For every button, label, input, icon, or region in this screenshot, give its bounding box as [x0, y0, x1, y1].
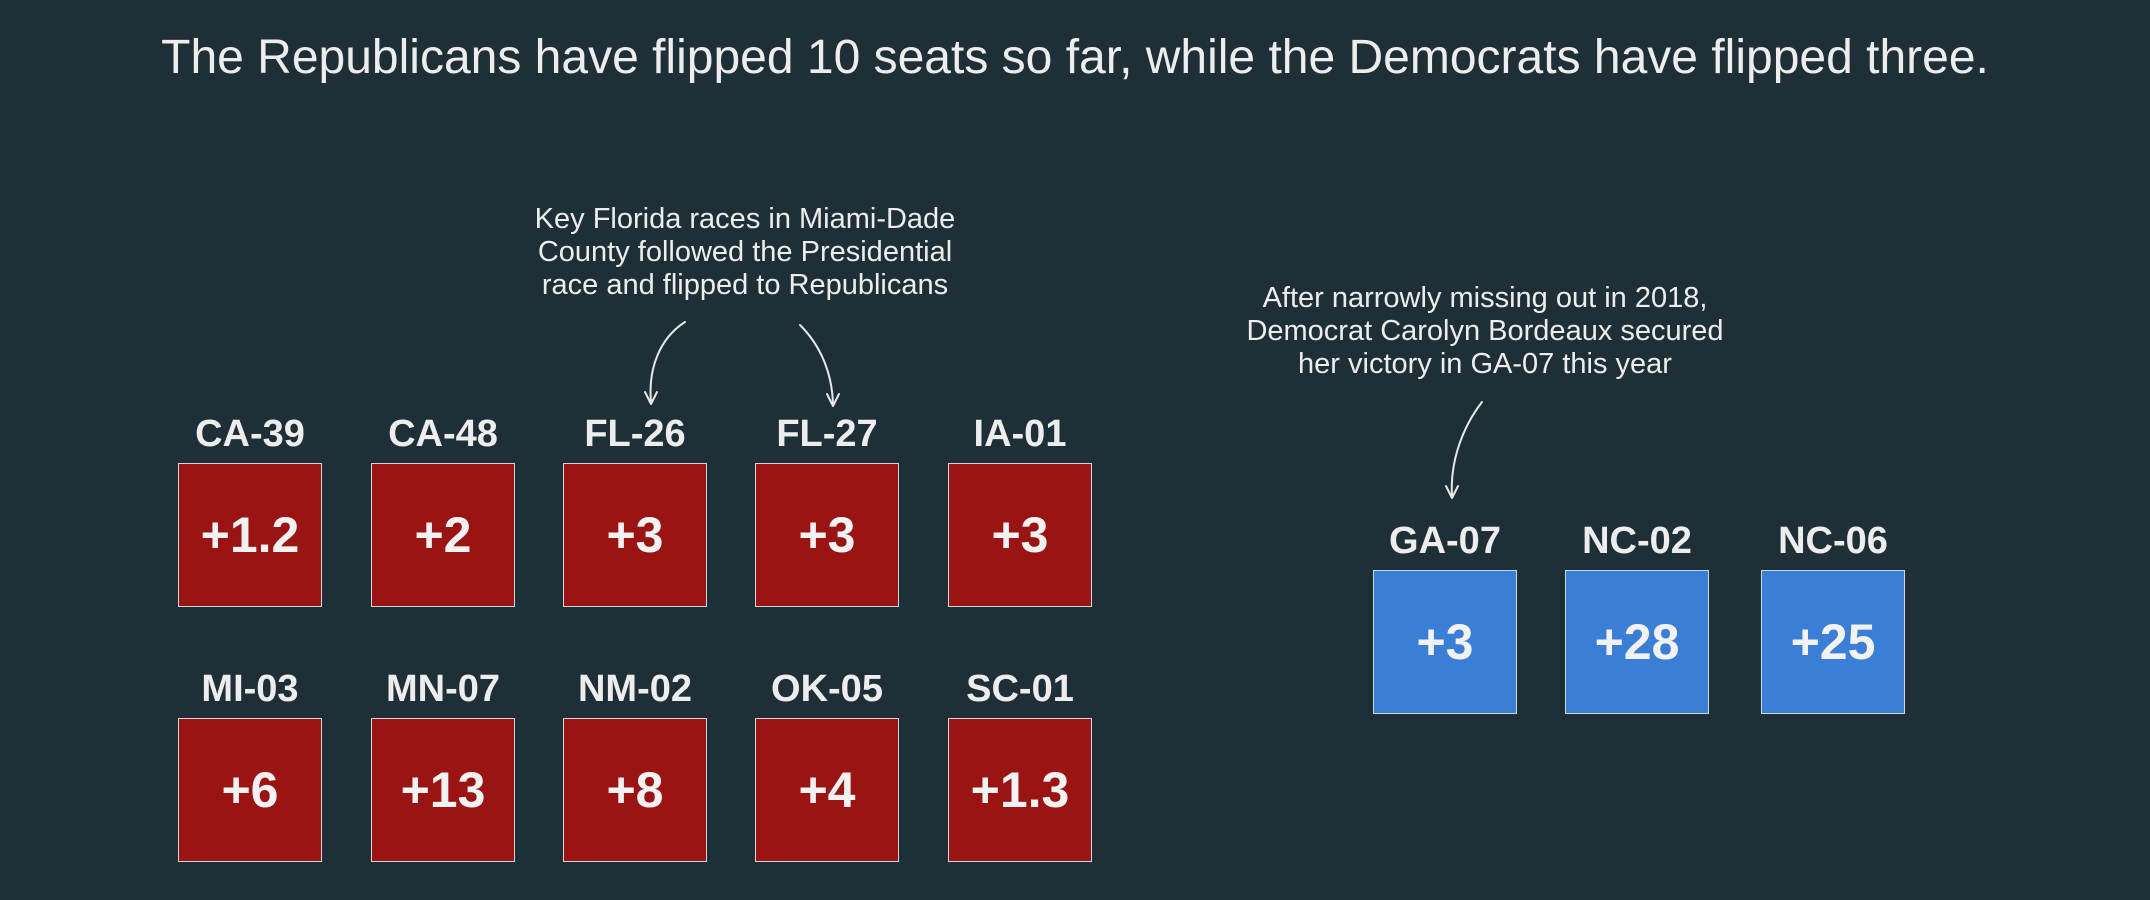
seat-tile: FL-27 +3 [755, 414, 899, 607]
district-label: GA-07 [1373, 521, 1517, 561]
seat-tile: NC-02 +28 [1565, 521, 1709, 714]
arrow-to-fl-27 [800, 325, 833, 404]
margin-box: +13 [371, 718, 515, 862]
district-label: CA-39 [178, 414, 322, 454]
arrow-to-ga-07-head [1446, 486, 1458, 498]
district-label: OK-05 [755, 669, 899, 709]
seat-tile: FL-26 +3 [563, 414, 707, 607]
seat-tile: NM-02 +8 [563, 669, 707, 862]
arrow-to-fl-27-head [827, 394, 839, 406]
seat-tile: GA-07 +3 [1373, 521, 1517, 714]
margin-box: +1.2 [178, 463, 322, 607]
seat-tile: SC-01 +1.3 [948, 669, 1092, 862]
district-label: CA-48 [371, 414, 515, 454]
georgia-annotation: After narrowly missing out in 2018, Demo… [1205, 282, 1765, 381]
district-label: MN-07 [371, 669, 515, 709]
seat-tile: CA-48 +2 [371, 414, 515, 607]
margin-box: +28 [1565, 570, 1709, 714]
seat-tile: MN-07 +13 [371, 669, 515, 862]
seat-tile: CA-39 +1.2 [178, 414, 322, 607]
seat-tile: IA-01 +3 [948, 414, 1092, 607]
district-label: IA-01 [948, 414, 1092, 454]
margin-box: +3 [563, 463, 707, 607]
margin-box: +3 [948, 463, 1092, 607]
district-label: FL-27 [755, 414, 899, 454]
margin-box: +1.3 [948, 718, 1092, 862]
district-label: NC-06 [1761, 521, 1905, 561]
margin-box: +8 [563, 718, 707, 862]
district-label: MI-03 [178, 669, 322, 709]
florida-annotation: Key Florida races in Miami-Dade County f… [470, 203, 1020, 302]
arrow-to-fl-26-head [645, 392, 657, 404]
district-label: FL-26 [563, 414, 707, 454]
district-label: SC-01 [948, 669, 1092, 709]
margin-box: +3 [1373, 570, 1517, 714]
district-label: NM-02 [563, 669, 707, 709]
seat-tile: NC-06 +25 [1761, 521, 1905, 714]
margin-box: +4 [755, 718, 899, 862]
seat-tile: OK-05 +4 [755, 669, 899, 862]
margin-box: +3 [755, 463, 899, 607]
margin-box: +2 [371, 463, 515, 607]
margin-box: +6 [178, 718, 322, 862]
seat-tile: MI-03 +6 [178, 669, 322, 862]
district-label: NC-02 [1565, 521, 1709, 561]
arrow-to-fl-26 [651, 322, 685, 402]
arrow-to-ga-07 [1452, 402, 1482, 496]
margin-box: +25 [1761, 570, 1905, 714]
headline: The Republicans have flipped 10 seats so… [0, 30, 2150, 85]
